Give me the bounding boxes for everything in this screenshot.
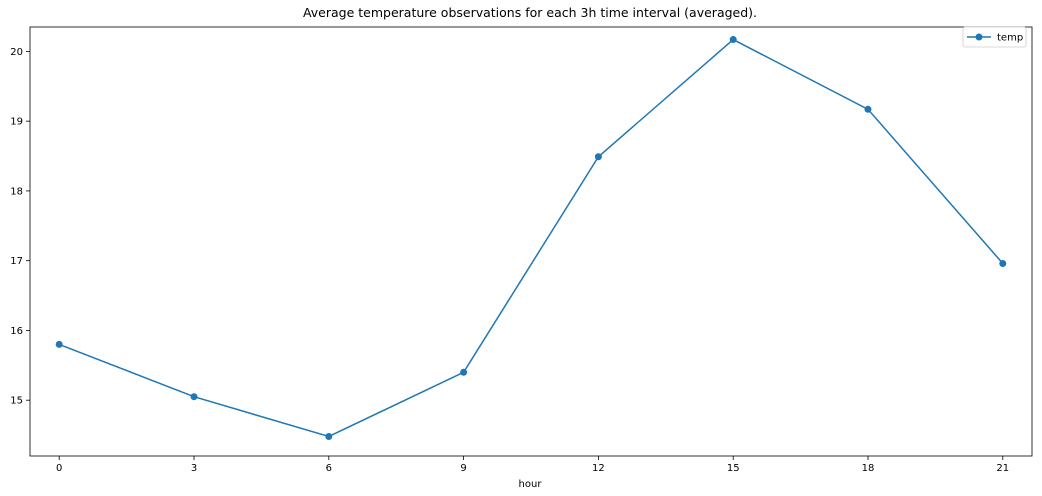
x-tick-label: 3 — [191, 463, 197, 474]
y-tick-label: 17 — [10, 256, 23, 267]
data-point — [190, 393, 198, 401]
x-tick-label: 6 — [326, 463, 332, 474]
legend: temp — [962, 26, 1027, 48]
data-point — [999, 259, 1007, 267]
y-axis: 15 16 17 18 19 20 — [10, 47, 30, 407]
data-point — [325, 432, 333, 440]
data-point — [55, 340, 63, 348]
plot-area — [29, 26, 1033, 457]
data-point — [460, 368, 468, 376]
x-axis: 0 3 6 9 12 15 18 21 — [56, 456, 1009, 474]
x-axis-label: hour — [519, 479, 543, 490]
x-tick-label: 0 — [56, 463, 62, 474]
x-tick-label: 9 — [460, 463, 466, 474]
data-point — [864, 105, 872, 113]
chart-title: Average temperature observations for eac… — [303, 5, 757, 20]
data-point — [729, 36, 737, 44]
x-tick-label: 18 — [862, 463, 875, 474]
legend-label: temp — [997, 33, 1023, 44]
legend-marker — [975, 33, 983, 41]
data-point — [594, 153, 602, 161]
series-line-temp — [58, 38, 1004, 438]
y-tick-label: 19 — [10, 117, 23, 128]
y-tick-label: 15 — [10, 396, 23, 407]
y-tick-label: 20 — [10, 47, 23, 58]
legend-box — [962, 26, 1027, 48]
x-tick-label: 21 — [996, 463, 1009, 474]
series-group — [55, 36, 1007, 440]
y-tick-label: 18 — [10, 186, 23, 197]
x-tick-label: 15 — [727, 463, 740, 474]
y-tick-label: 16 — [10, 326, 23, 337]
x-tick-label: 12 — [592, 463, 605, 474]
